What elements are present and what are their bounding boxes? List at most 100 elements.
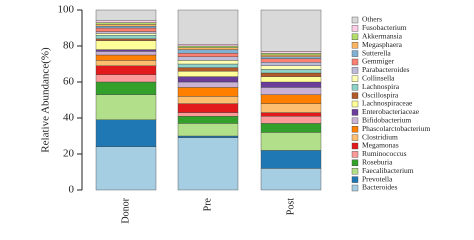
- bar-segment: [177, 112, 239, 117]
- y-tick-label: 60: [63, 76, 75, 88]
- bar-segment: [260, 81, 322, 88]
- y-tick-label: 80: [63, 40, 75, 52]
- bar-segment: [260, 94, 322, 104]
- y-tick-label: 20: [63, 148, 75, 160]
- y-tick-label: 40: [63, 112, 75, 124]
- legend-swatch: [351, 100, 359, 108]
- bar-segment: [95, 26, 157, 29]
- legend-swatch: [351, 176, 359, 183]
- bar-segment: [260, 72, 322, 77]
- legend-label: Gemmiger: [362, 57, 395, 66]
- legend-swatch: [351, 159, 359, 167]
- bar-segment: [95, 31, 157, 34]
- legend-swatch: [351, 42, 359, 49]
- bar-segment: [177, 60, 239, 65]
- bar-segment: [177, 76, 239, 83]
- bar-segment: [95, 119, 157, 148]
- legend-swatch: [351, 92, 359, 99]
- legend-swatch: [351, 83, 359, 91]
- x-tick-label: Pre: [202, 197, 213, 211]
- bar-segment: [177, 137, 239, 191]
- bar-segment: [177, 63, 239, 68]
- bar-segment: [177, 56, 239, 61]
- legend-swatch: [351, 50, 359, 57]
- bar-segment: [260, 58, 322, 63]
- legend-swatch: [351, 25, 359, 32]
- bar-segment: [95, 22, 157, 25]
- legend-swatch: [351, 75, 359, 83]
- bar-segment: [260, 51, 322, 54]
- bar-segment: [260, 103, 322, 113]
- legend-label: Fusobacterium: [362, 23, 407, 32]
- legend-swatch: [351, 184, 359, 192]
- legend-label: Clostridium: [362, 132, 398, 141]
- legend-label: Bacteroides: [362, 183, 397, 192]
- legend-label: Phascolarctobacterium: [362, 124, 430, 133]
- bar-segment: [260, 132, 322, 151]
- bar-segment: [260, 9, 322, 52]
- bar-segment: [177, 96, 239, 104]
- legend-swatch: [351, 58, 359, 66]
- legend-label: Bifidobacterium: [362, 116, 411, 125]
- bar-segment: [95, 74, 157, 83]
- bar-segment: [95, 54, 157, 61]
- bar-segment: [177, 53, 239, 58]
- bar-segment: [95, 51, 157, 56]
- legend-label: Oscillospira: [362, 90, 399, 99]
- bar-segment: [177, 103, 239, 113]
- y-tick-label: 0: [69, 184, 75, 196]
- x-tick-label: Donor: [120, 197, 131, 223]
- bar-segment: [177, 70, 239, 77]
- legend-swatch: [351, 16, 359, 24]
- legend-label: Megasphaera: [362, 40, 403, 49]
- bar-segment: [260, 53, 322, 56]
- bar-segment: [177, 87, 239, 97]
- legend-label: Lachnospiraceae: [362, 99, 413, 108]
- bar-segment: [95, 94, 157, 120]
- bar-segment: [260, 76, 322, 83]
- bar-segment: [95, 35, 157, 40]
- bar-segment: [95, 40, 157, 50]
- legend-label: Faecalibacterium: [362, 166, 414, 175]
- bar-segment: [95, 65, 157, 76]
- bar-segment: [95, 27, 157, 32]
- legend-label: Lachnospira: [362, 82, 400, 91]
- legend-swatch: [351, 134, 359, 141]
- legend-swatch: [351, 151, 359, 158]
- legend-swatch: [351, 117, 359, 125]
- legend-swatch: [351, 142, 359, 150]
- bar-segment: [177, 49, 239, 54]
- bar-segment: [260, 69, 322, 74]
- x-tick-label: Post: [285, 198, 296, 215]
- legend-label: Megamonas: [362, 141, 399, 150]
- bar-segment: [95, 38, 157, 41]
- legend-swatch: [351, 125, 359, 133]
- y-tick-label: 100: [58, 4, 75, 16]
- legend-label: Others: [362, 15, 382, 24]
- bar-segment: [260, 168, 322, 191]
- bar-segment: [95, 60, 157, 67]
- bar-segment: [177, 47, 239, 50]
- legend-swatch: [351, 67, 359, 74]
- legend-swatch: [351, 33, 359, 40]
- bar-segment: [95, 49, 157, 52]
- legend-swatch: [351, 109, 359, 116]
- bar-segment: [177, 115, 239, 124]
- bar-segment: [260, 123, 322, 133]
- bar-segment: [177, 123, 239, 137]
- bar-segment: [260, 150, 322, 169]
- bar-segment: [260, 112, 322, 117]
- legend-label: Sutterella: [362, 48, 391, 57]
- legend-label: Collinsella: [362, 74, 395, 83]
- bar-segment: [260, 115, 322, 124]
- bar-segment: [177, 67, 239, 72]
- legend-label: Akkermansia: [362, 32, 403, 41]
- bar-segment: [95, 146, 157, 191]
- bar-segment: [95, 9, 157, 22]
- y-axis-label: Relative Abundance(%): [40, 47, 52, 153]
- legend-label: Prevotella: [362, 174, 393, 183]
- bar-segment: [177, 45, 239, 48]
- legend-label: Enterobacteriaceae: [362, 107, 420, 116]
- bar-segment: [260, 62, 322, 67]
- bar-segment: [260, 65, 322, 70]
